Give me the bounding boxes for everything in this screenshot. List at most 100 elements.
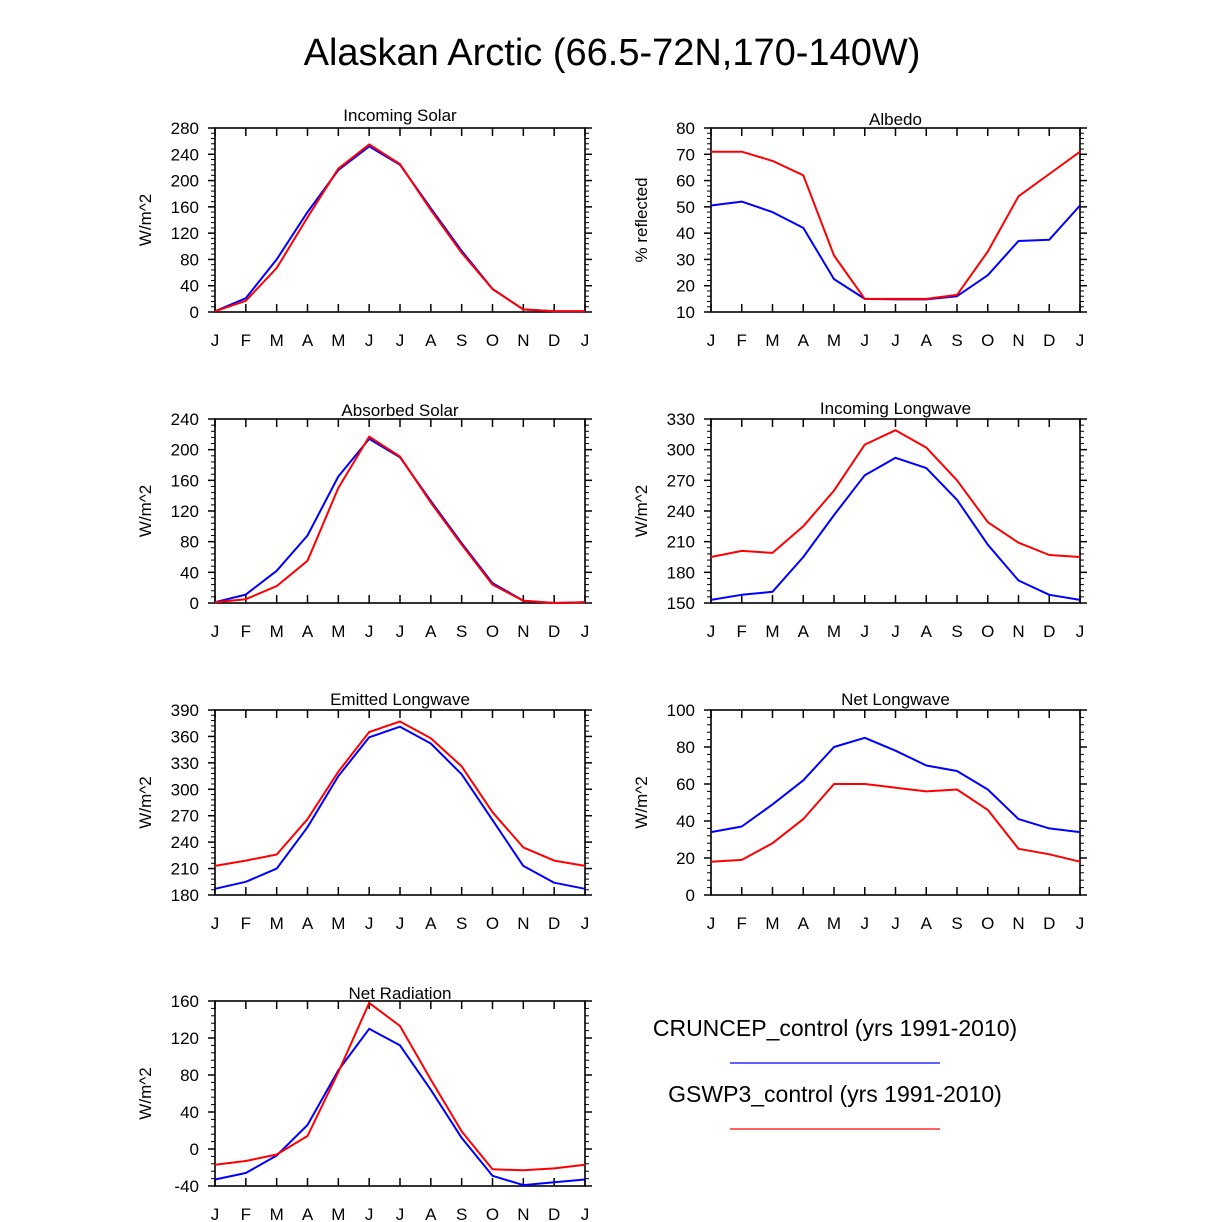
x-tick-label: O <box>981 622 994 641</box>
plot-frame <box>710 709 1081 896</box>
y-tick-label: 300 <box>171 780 199 799</box>
panel-title: Incoming Solar <box>343 106 457 125</box>
x-tick-label: A <box>425 1205 437 1222</box>
x-tick-label: S <box>456 1205 467 1222</box>
x-tick-label: J <box>707 331 716 350</box>
plot-frame <box>214 127 586 313</box>
y-tick-label: 200 <box>171 441 199 460</box>
x-tick-label: J <box>1076 622 1085 641</box>
y-tick-label: 240 <box>667 502 695 521</box>
y-tick-label: 40 <box>180 1103 199 1122</box>
x-tick-label: M <box>270 622 284 641</box>
series-line-gswp3 <box>214 1001 586 1172</box>
series-line-gswp3 <box>214 143 585 313</box>
y-tick-label: 160 <box>171 198 199 217</box>
x-tick-label: A <box>798 622 810 641</box>
y-tick-label: 240 <box>171 410 199 429</box>
y-axis-label: W/m^2 <box>136 776 155 828</box>
x-tick-label: J <box>365 1205 374 1222</box>
x-tick-label: J <box>396 1205 405 1222</box>
y-tick-label: 80 <box>180 533 199 552</box>
series-line-gswp3 <box>710 429 1081 558</box>
x-tick-label: D <box>1043 914 1055 933</box>
x-tick-label: N <box>1012 622 1024 641</box>
y-tick-label: 40 <box>676 224 695 243</box>
x-tick-label: N <box>517 1205 529 1222</box>
x-tick-label: S <box>456 622 467 641</box>
x-tick-label: D <box>548 1205 560 1222</box>
main-title: Alaskan Arctic (66.5-72N,170-140W) <box>304 32 921 74</box>
panel-title: Albedo <box>869 110 922 129</box>
x-tick-label: O <box>486 331 499 350</box>
y-tick-label: 270 <box>171 807 199 826</box>
y-tick-label: 360 <box>171 727 199 746</box>
x-tick-label: J <box>365 331 374 350</box>
x-tick-label: A <box>302 1205 314 1222</box>
plot-frame <box>710 418 1081 604</box>
series-line-cruncep <box>214 1027 586 1187</box>
x-tick-label: J <box>891 331 900 350</box>
x-tick-label: A <box>425 331 437 350</box>
x-tick-label: J <box>861 914 870 933</box>
y-tick-label: 120 <box>171 224 199 243</box>
y-tick-label: 100 <box>667 701 695 720</box>
x-tick-label: J <box>581 914 590 933</box>
series-line-cruncep <box>710 736 1081 834</box>
y-tick-label: 30 <box>676 250 695 269</box>
x-tick-label: M <box>827 331 841 350</box>
x-tick-label: S <box>951 914 962 933</box>
y-tick-label: 300 <box>667 441 695 460</box>
x-tick-label: M <box>270 914 284 933</box>
x-tick-label: J <box>211 914 220 933</box>
y-tick-label: -40 <box>174 1177 199 1196</box>
x-tick-label: F <box>241 622 251 641</box>
x-tick-label: F <box>241 331 251 350</box>
x-tick-label: M <box>765 331 779 350</box>
series-line-cruncep <box>214 725 586 890</box>
panel-title: Emitted Longwave <box>330 690 470 709</box>
x-tick-label: N <box>517 622 529 641</box>
plot-frame <box>214 709 586 896</box>
x-tick-label: O <box>486 622 499 641</box>
x-tick-label: J <box>861 622 870 641</box>
y-tick-label: 80 <box>180 1066 199 1085</box>
x-tick-label: F <box>241 1205 251 1222</box>
y-tick-label: 160 <box>171 471 199 490</box>
x-tick-label: J <box>396 622 405 641</box>
y-tick-label: 60 <box>676 775 695 794</box>
y-axis-label: W/m^2 <box>632 485 651 537</box>
y-tick-label: 40 <box>676 812 695 831</box>
x-tick-label: N <box>517 914 529 933</box>
x-tick-label: M <box>765 914 779 933</box>
x-tick-label: A <box>425 914 437 933</box>
x-tick-label: O <box>486 1205 499 1222</box>
x-tick-label: J <box>581 622 590 641</box>
x-tick-label: D <box>548 331 560 350</box>
legend: CRUNCEP_control (yrs 1991-2010) GSWP3_co… <box>653 1015 1017 1130</box>
x-tick-label: S <box>456 331 467 350</box>
x-tick-label: J <box>861 331 870 350</box>
series-line-cruncep <box>214 145 585 313</box>
y-tick-label: 80 <box>676 119 695 138</box>
series-line-gswp3 <box>710 783 1081 863</box>
y-tick-label: 20 <box>676 277 695 296</box>
x-tick-label: A <box>798 331 810 350</box>
x-tick-label: A <box>302 622 314 641</box>
y-tick-label: 210 <box>171 860 199 879</box>
x-tick-label: A <box>921 914 933 933</box>
x-tick-label: M <box>331 914 345 933</box>
y-tick-label: 330 <box>171 754 199 773</box>
x-tick-label: N <box>517 331 529 350</box>
x-tick-label: J <box>1076 331 1085 350</box>
x-tick-label: O <box>486 914 499 933</box>
y-axis-label: % reflected <box>632 177 651 262</box>
x-tick-label: F <box>737 331 747 350</box>
x-tick-label: M <box>331 1205 345 1222</box>
panel-title: Absorbed Solar <box>341 401 459 420</box>
y-axis-label: W/m^2 <box>136 485 155 537</box>
